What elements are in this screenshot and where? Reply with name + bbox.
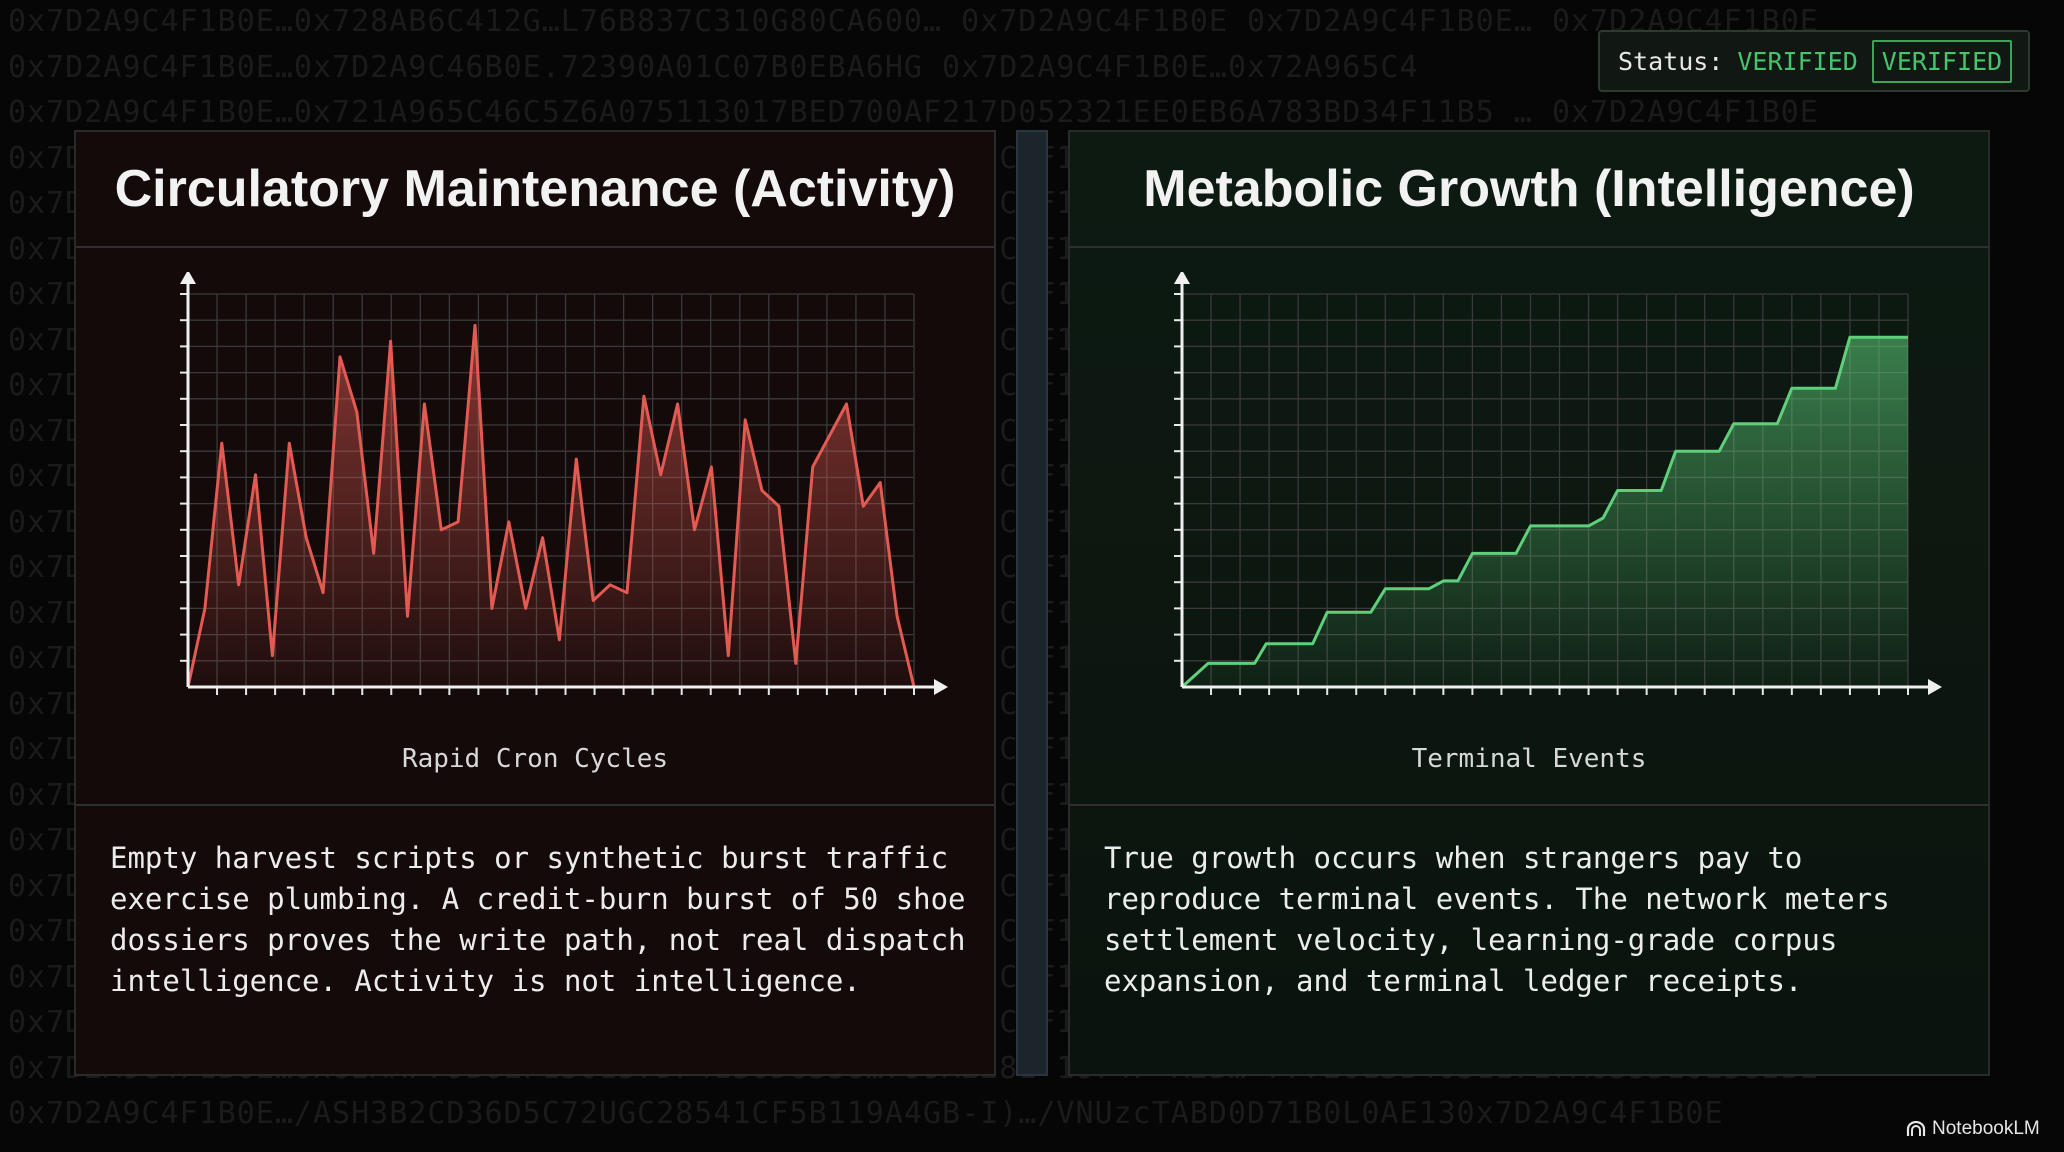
activity-separator (76, 804, 994, 806)
x-axis-arrow-icon (1928, 679, 1942, 695)
series-area (188, 325, 914, 687)
status-label: Status: (1618, 46, 1724, 76)
intelligence-separator (1070, 804, 1988, 806)
activity-title: Circulatory Maintenance (Activity) (76, 132, 994, 248)
notebooklm-brand: NotebookLM (1906, 1118, 2040, 1140)
y-axis-arrow-icon (1174, 272, 1190, 284)
panel-divider (1016, 130, 1048, 1076)
y-axis-arrow-icon (180, 272, 196, 284)
status-badge: VERIFIED (1871, 39, 2013, 83)
intelligence-title: Metabolic Growth (Intelligence) (1070, 132, 1988, 248)
status-value: VERIFIED (1737, 46, 1858, 76)
x-axis-arrow-icon (934, 679, 948, 695)
series-area (1182, 337, 1908, 687)
background-hex-line: 0x7D2A9C4F1B0E…0x7D2A9C46B0E.72390A01C07… (8, 49, 1419, 85)
activity-panel: Circulatory Maintenance (Activity) Rapid… (74, 130, 996, 1076)
intelligence-chart (1174, 272, 1942, 695)
intelligence-panel: Metabolic Growth (Intelligence) Terminal… (1068, 130, 1990, 1076)
notebooklm-logo-icon (1906, 1121, 1926, 1136)
intelligence-description: True growth occurs when strangers pay to… (1104, 841, 1890, 998)
background-hex-line: 0x7D2A9C4F1B0E…0x721A965C46C5Z6A07511301… (8, 95, 1819, 130)
activity-description: Empty harvest scripts or synthetic burst… (110, 841, 966, 998)
status-indicator: Status: VERIFIED VERIFIED (1598, 30, 2030, 92)
series-line (186, 323, 916, 688)
background-hex-line: 0x7D2A9C4F1B0E…0x728AB6C412G…L76B837C310… (8, 4, 1819, 39)
intelligence-xlabel: Terminal Events (1411, 744, 1647, 774)
background-hex-line: 0x7D2A9C4F1B0E…/ASH3B2CD36D5C72UGC28541C… (8, 1096, 1724, 1131)
brand-name: NotebookLM (1932, 1118, 2040, 1139)
activity-chart (180, 272, 948, 695)
activity-xlabel: Rapid Cron Cycles (401, 744, 669, 774)
series-line (1180, 335, 1908, 689)
